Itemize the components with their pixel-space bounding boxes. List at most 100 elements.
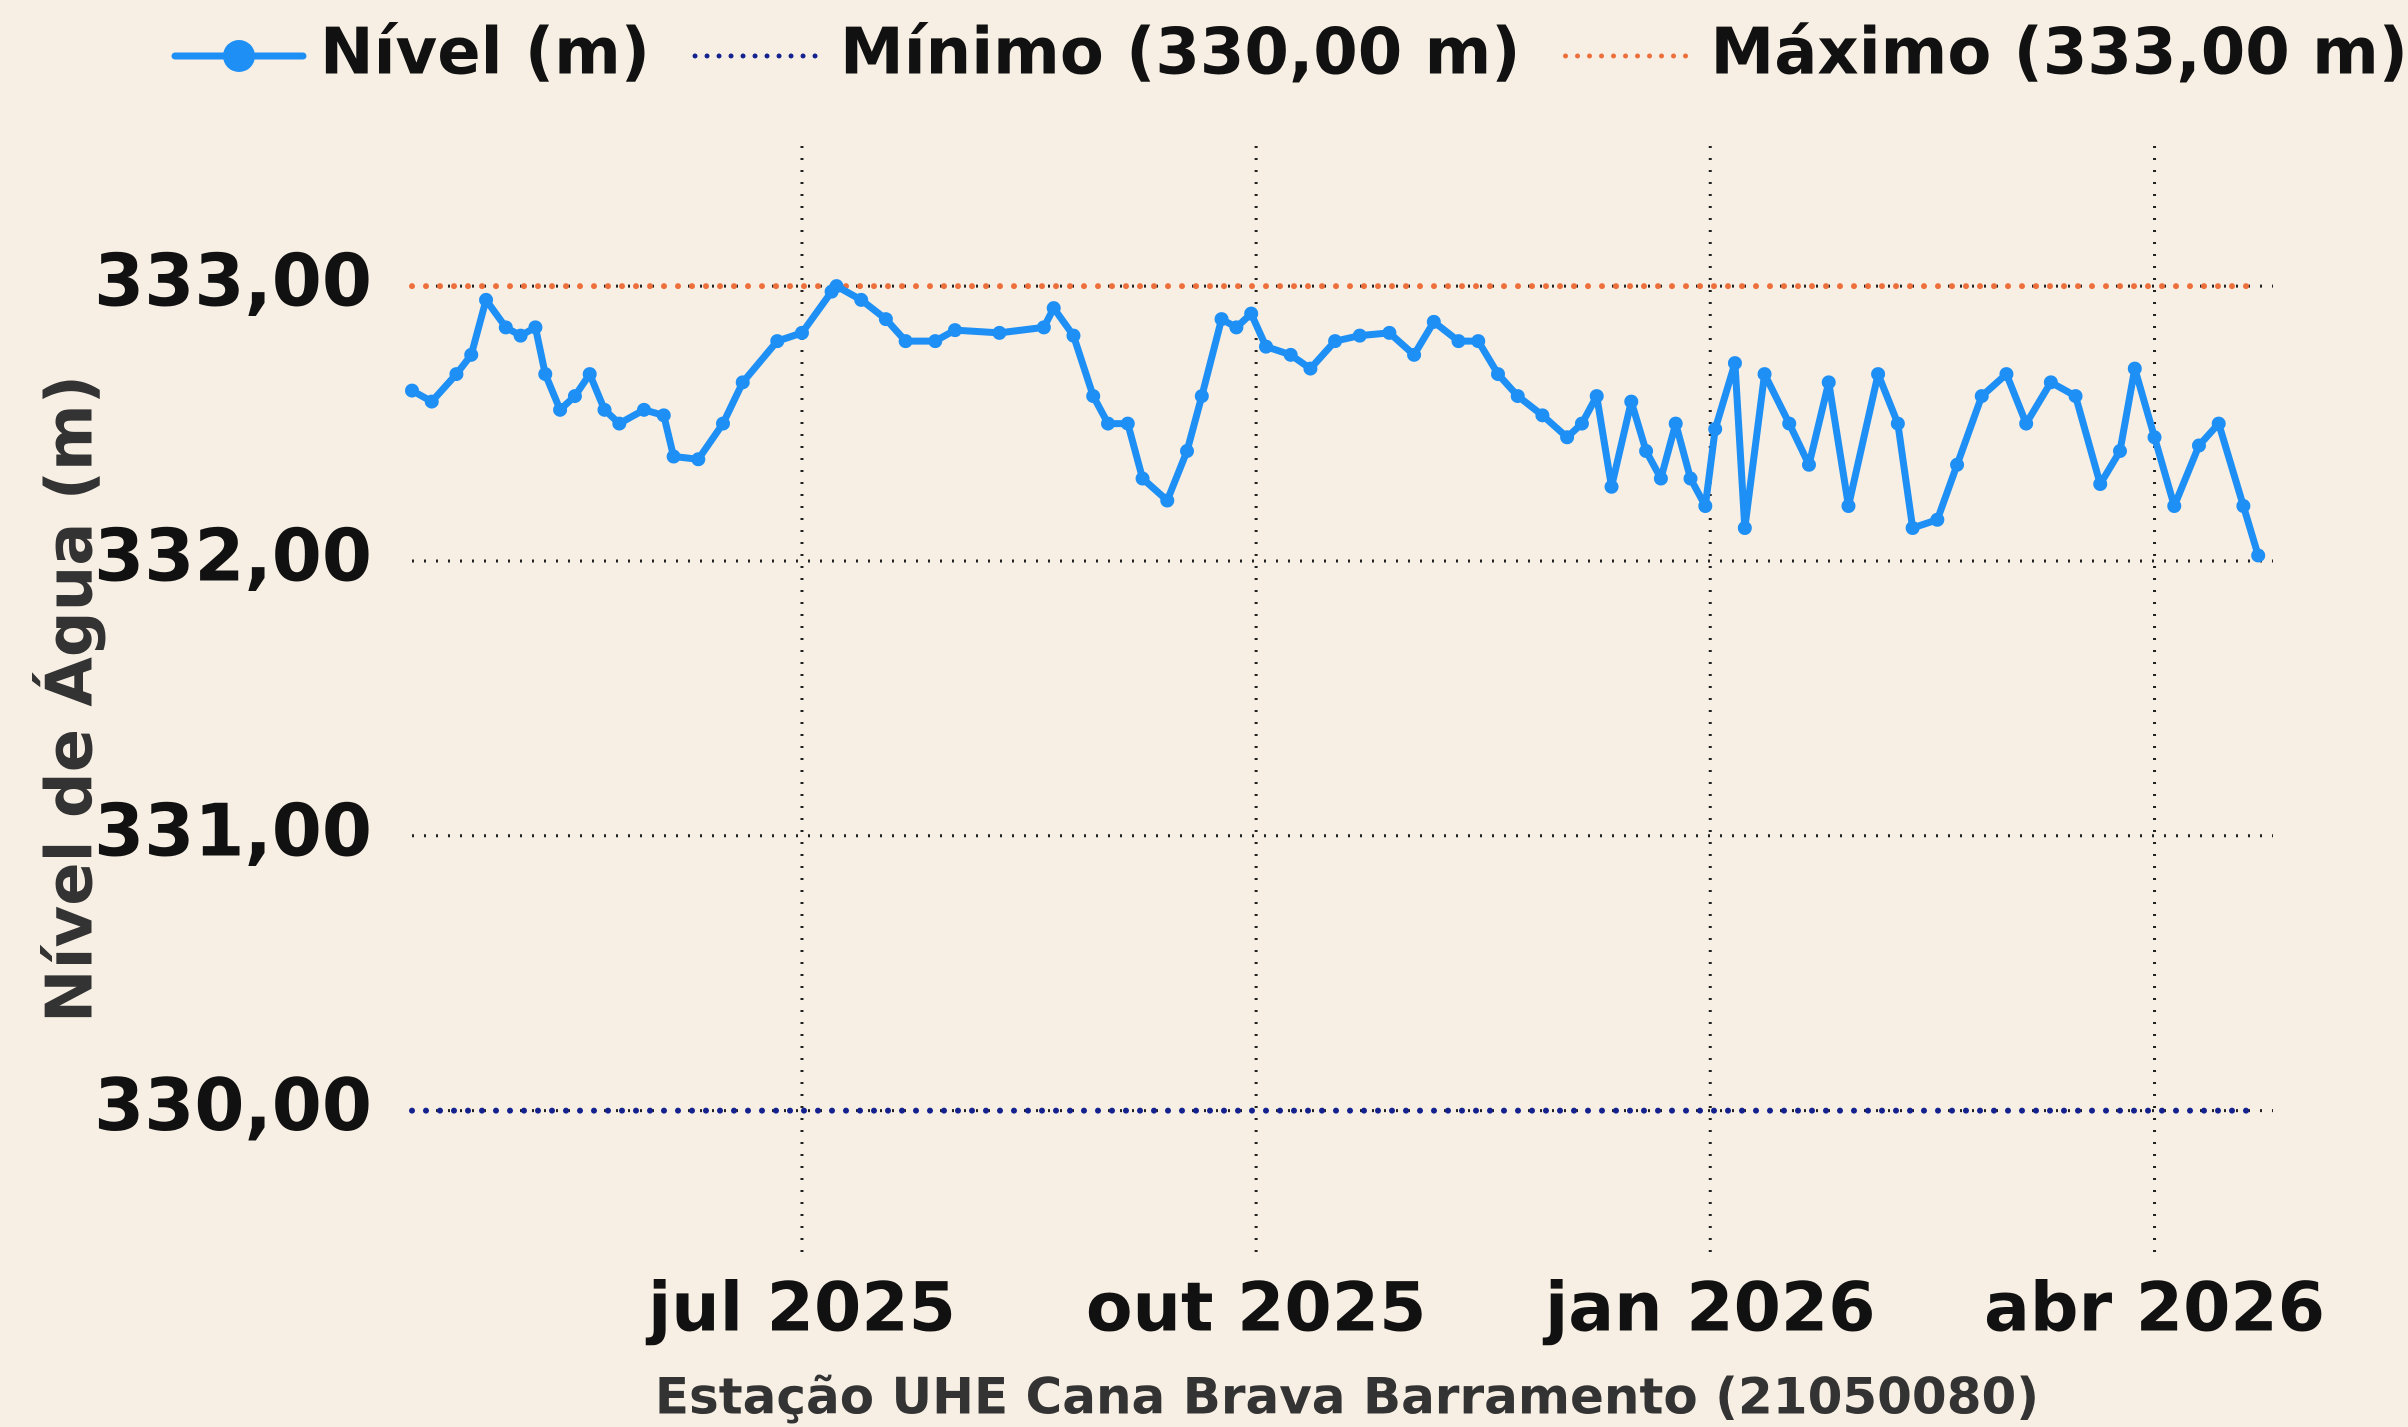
point — [1510, 389, 1525, 404]
point — [2127, 361, 2142, 376]
point — [794, 325, 809, 340]
point — [1930, 512, 1945, 527]
point — [464, 347, 479, 362]
point — [878, 312, 893, 327]
legend-label: Nível (m) — [320, 16, 650, 90]
point — [1727, 356, 1742, 371]
point — [479, 292, 494, 307]
point — [637, 402, 652, 417]
point — [1821, 375, 1836, 390]
point — [1871, 367, 1886, 382]
point — [1782, 416, 1797, 431]
point — [992, 325, 1007, 340]
point — [1283, 347, 1298, 362]
point — [528, 320, 543, 335]
legend-label: Mínimo (330,00 m) — [840, 16, 1521, 90]
point — [513, 328, 528, 343]
point — [854, 292, 869, 307]
point — [1683, 471, 1698, 486]
point — [1974, 389, 1989, 404]
point — [1194, 389, 1209, 404]
point — [928, 334, 943, 349]
point — [947, 323, 962, 338]
x-tick-label: abr 2026 — [1984, 1269, 2325, 1348]
x-axis-title: Estação UHE Cana Brava Barramento (21050… — [655, 1368, 2039, 1426]
point — [1244, 306, 1259, 321]
point — [2147, 430, 2162, 445]
point — [1698, 499, 1713, 514]
point — [1135, 471, 1150, 486]
point — [449, 367, 464, 382]
point — [1535, 408, 1550, 423]
point — [1214, 312, 1229, 327]
point — [1574, 416, 1589, 431]
point — [405, 383, 419, 398]
point — [1471, 334, 1486, 349]
point — [656, 408, 671, 423]
point — [1303, 361, 1318, 376]
point — [553, 402, 568, 417]
point — [666, 449, 681, 464]
point — [1407, 347, 1422, 362]
legend-marker — [223, 40, 255, 72]
point — [1801, 457, 1816, 472]
point — [1382, 325, 1397, 340]
point — [1036, 320, 1051, 335]
point — [1046, 301, 1061, 316]
point — [898, 334, 913, 349]
point — [612, 416, 627, 431]
point — [1737, 520, 1752, 535]
point — [2251, 548, 2266, 563]
point — [1086, 389, 1101, 404]
point — [1639, 444, 1654, 459]
point — [1066, 328, 1081, 343]
point — [829, 279, 844, 294]
point — [424, 394, 439, 409]
point — [1490, 367, 1505, 382]
x-tick-label: out 2025 — [1086, 1269, 1427, 1348]
y-axis-title: Nível de Água (m) — [32, 375, 108, 1023]
y-tick-label: 331,00 — [94, 788, 372, 872]
point — [1160, 493, 1175, 508]
point — [1120, 416, 1135, 431]
point — [2236, 499, 2251, 514]
point — [2211, 416, 2226, 431]
point — [1653, 471, 1668, 486]
point — [1229, 320, 1244, 335]
point — [1950, 457, 1965, 472]
point — [735, 375, 750, 390]
point — [1999, 367, 2014, 382]
point — [1708, 422, 1723, 437]
point — [691, 452, 706, 467]
point — [2043, 375, 2058, 390]
point — [597, 402, 612, 417]
point — [2167, 499, 2182, 514]
point — [2093, 477, 2108, 492]
point — [1352, 328, 1367, 343]
point — [1101, 416, 1116, 431]
point — [1668, 416, 1683, 431]
point — [1258, 339, 1273, 354]
point — [1426, 314, 1441, 329]
point — [567, 389, 582, 404]
point — [498, 320, 513, 335]
point — [1841, 499, 1856, 514]
point — [1451, 334, 1466, 349]
point — [1180, 444, 1195, 459]
point — [770, 334, 785, 349]
point — [1589, 389, 1604, 404]
y-tick-label: 333,00 — [94, 239, 372, 323]
y-tick-label: 332,00 — [94, 513, 372, 597]
point — [538, 367, 553, 382]
point — [2191, 438, 2206, 453]
point — [1624, 394, 1639, 409]
legend-label: Máximo (333,00 m) — [1711, 16, 2408, 90]
y-tick-label: 330,00 — [94, 1063, 372, 1147]
point — [2068, 389, 2083, 404]
point — [582, 367, 597, 382]
x-tick-label: jul 2025 — [645, 1269, 956, 1348]
point — [1905, 520, 1920, 535]
point — [1560, 430, 1575, 445]
